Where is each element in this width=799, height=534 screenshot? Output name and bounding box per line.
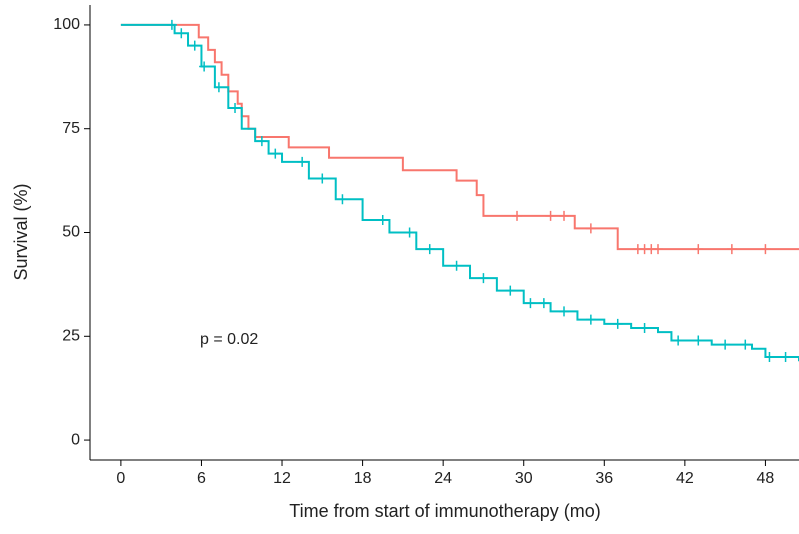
censor-mark [377,215,388,226]
x-tick-label: 30 [515,470,533,487]
censor-mark [693,244,704,255]
censor-mark [673,335,684,346]
censor-mark [693,335,704,346]
x-tick-label: 18 [354,470,372,487]
censor-mark [612,318,623,329]
y-tick-label: 75 [62,120,80,137]
censor-mark [559,210,570,221]
censor-mark [538,298,549,309]
y-axis-label: Survival (%) [11,183,31,280]
y-tick-label: 0 [71,431,80,448]
censor-mark [451,260,462,271]
censor-mark [230,102,241,113]
censor-mark [199,61,210,72]
censor-mark [639,322,650,333]
censor-mark [213,82,224,93]
x-tick-label: 0 [116,470,125,487]
censor-mark [297,156,308,167]
censor-mark [189,40,200,51]
censor-mark [585,314,596,325]
y-tick-label: 25 [62,328,80,345]
censor-mark [337,194,348,205]
censor-mark [176,28,187,39]
censor-mark [726,244,737,255]
x-tick-label: 12 [273,470,291,487]
x-tick-label: 36 [595,470,613,487]
censor-mark [760,244,771,255]
censor-mark [512,210,523,221]
y-tick-label: 50 [62,224,80,241]
x-tick-label: 48 [757,470,775,487]
censor-mark [525,298,536,309]
x-tick-label: 42 [676,470,694,487]
censor-mark [478,273,489,284]
censor-mark [545,210,556,221]
x-tick-label: 24 [434,470,452,487]
y-tick-label: 100 [53,16,80,33]
x-axis-label: Time from start of immunotherapy (mo) [289,501,600,521]
censor-mark [780,352,791,363]
censor-mark [404,227,415,238]
censor-mark [166,19,177,30]
survival-curve [120,23,799,251]
censor-mark [270,148,281,159]
censor-mark [317,173,328,184]
censor-mark [653,244,664,255]
annotation: p = 0.02 [200,331,258,348]
censor-mark [559,306,570,317]
censor-mark [740,339,751,350]
censor-mark [585,223,596,234]
censor-mark [256,136,267,147]
x-tick-label: 6 [197,470,206,487]
censor-mark [720,339,731,350]
censor-mark [424,244,435,255]
censor-mark [764,352,775,363]
censor-mark [505,285,516,296]
